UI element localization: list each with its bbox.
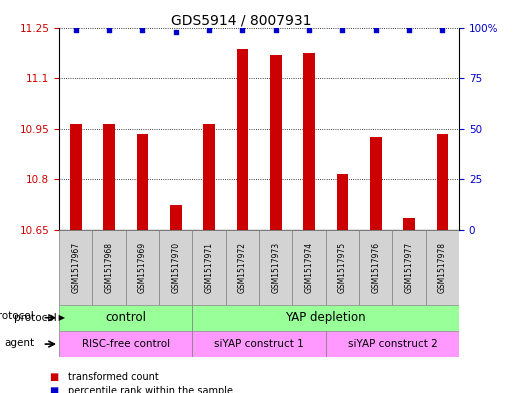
Bar bbox=[392, 230, 426, 305]
Text: control: control bbox=[105, 311, 146, 324]
Bar bbox=[192, 230, 226, 305]
Text: siYAP construct 1: siYAP construct 1 bbox=[214, 339, 304, 349]
Text: GDS5914 / 8007931: GDS5914 / 8007931 bbox=[171, 14, 311, 28]
Text: ▶: ▶ bbox=[56, 313, 66, 322]
Bar bbox=[92, 230, 126, 305]
Point bbox=[138, 26, 146, 33]
Point bbox=[405, 26, 413, 33]
Point bbox=[71, 26, 80, 33]
Text: siYAP construct 2: siYAP construct 2 bbox=[348, 339, 437, 349]
Text: GSM1517967: GSM1517967 bbox=[71, 242, 80, 293]
Bar bbox=[370, 137, 382, 230]
Text: ■: ■ bbox=[49, 372, 58, 382]
Text: percentile rank within the sample: percentile rank within the sample bbox=[68, 386, 233, 393]
Text: GSM1517969: GSM1517969 bbox=[138, 242, 147, 293]
Bar bbox=[359, 230, 392, 305]
Point bbox=[438, 26, 446, 33]
Bar bbox=[159, 230, 192, 305]
Text: protocol: protocol bbox=[0, 311, 34, 321]
Point bbox=[305, 26, 313, 33]
Text: GSM1517977: GSM1517977 bbox=[405, 242, 413, 293]
Text: GSM1517972: GSM1517972 bbox=[238, 242, 247, 293]
Bar bbox=[437, 134, 448, 230]
Text: GSM1517974: GSM1517974 bbox=[305, 242, 313, 293]
Text: GSM1517978: GSM1517978 bbox=[438, 242, 447, 293]
Bar bbox=[426, 230, 459, 305]
Text: YAP depletion: YAP depletion bbox=[285, 311, 366, 324]
Text: protocol: protocol bbox=[14, 313, 56, 323]
Text: GSM1517971: GSM1517971 bbox=[205, 242, 213, 293]
Bar bbox=[136, 134, 148, 230]
Text: GSM1517975: GSM1517975 bbox=[338, 242, 347, 293]
Bar bbox=[59, 230, 92, 305]
Bar bbox=[326, 331, 459, 357]
Point bbox=[205, 26, 213, 33]
Point bbox=[171, 28, 180, 35]
Bar bbox=[203, 124, 215, 230]
Bar bbox=[170, 205, 182, 230]
Bar bbox=[192, 331, 326, 357]
Text: GSM1517976: GSM1517976 bbox=[371, 242, 380, 293]
Bar bbox=[70, 124, 82, 230]
Text: GSM1517968: GSM1517968 bbox=[105, 242, 113, 293]
Point bbox=[338, 26, 346, 33]
Text: GSM1517970: GSM1517970 bbox=[171, 242, 180, 293]
Bar bbox=[59, 331, 192, 357]
Bar bbox=[292, 230, 326, 305]
Bar bbox=[192, 305, 459, 331]
Bar bbox=[337, 174, 348, 230]
Bar bbox=[103, 124, 115, 230]
Bar bbox=[270, 55, 282, 230]
Text: agent: agent bbox=[4, 338, 34, 348]
Text: transformed count: transformed count bbox=[68, 372, 159, 382]
Point bbox=[238, 26, 246, 33]
Bar bbox=[259, 230, 292, 305]
Bar bbox=[403, 218, 415, 230]
Text: RISC-free control: RISC-free control bbox=[82, 339, 170, 349]
Bar bbox=[226, 230, 259, 305]
Bar bbox=[59, 305, 192, 331]
Point bbox=[271, 26, 280, 33]
Bar bbox=[236, 50, 248, 230]
Point bbox=[371, 26, 380, 33]
Bar bbox=[303, 53, 315, 230]
Text: GSM1517973: GSM1517973 bbox=[271, 242, 280, 293]
Text: ■: ■ bbox=[49, 386, 58, 393]
Point bbox=[105, 26, 113, 33]
Bar bbox=[326, 230, 359, 305]
Bar bbox=[126, 230, 159, 305]
